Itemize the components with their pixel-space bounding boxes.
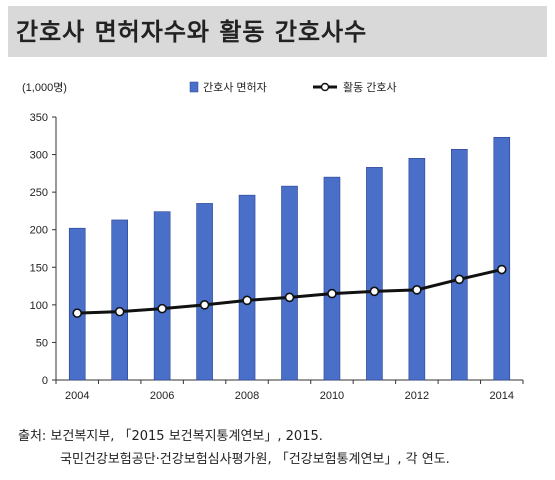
- bar-2011: [366, 167, 383, 381]
- point-2009: [284, 292, 295, 303]
- x-tick-label: 2004: [65, 390, 89, 402]
- bar-2005: [111, 219, 128, 381]
- bar-2008: [238, 194, 256, 381]
- legend-label-line: 활동 간호사: [343, 80, 397, 94]
- y-tick-label: 250: [30, 187, 48, 199]
- point-2004: [72, 308, 83, 318]
- point-2013: [454, 274, 465, 285]
- bar-2010: [323, 176, 341, 381]
- bar-2007: [196, 203, 213, 381]
- source-line-2: 국민건강보험공단·건강보험심사평가원, 「건강보험통계연보」, 각 연도.: [60, 452, 450, 467]
- y-tick-label: 350: [30, 112, 48, 124]
- x-tick-label: 2006: [150, 390, 174, 402]
- bar-2013: [451, 149, 468, 381]
- bar-2004: [68, 227, 86, 381]
- x-tick-label: 2010: [320, 390, 344, 402]
- legend-swatch-marker: [320, 82, 330, 92]
- y-tick-label: 0: [42, 375, 48, 387]
- y-tick-label: 300: [30, 150, 48, 162]
- point-2010: [327, 288, 337, 299]
- title-band: 간호사 면허자수와 활동 간호사수: [8, 6, 547, 57]
- y-tick-label: 50: [36, 337, 48, 349]
- point-2014: [496, 264, 507, 275]
- legend-swatch-bar: [189, 81, 199, 93]
- y-unit-label: (1,000명): [22, 81, 67, 94]
- y-tick-label: 200: [30, 225, 48, 237]
- bar-2014: [493, 136, 511, 381]
- y-tick-label: 150: [30, 262, 48, 274]
- x-tick-label: 2014: [490, 390, 514, 402]
- page-title: 간호사 면허자수와 활동 간호사수: [16, 18, 368, 46]
- y-tick-label: 100: [30, 300, 48, 312]
- x-tick-label: 2008: [235, 390, 259, 402]
- point-2012: [412, 285, 422, 295]
- bar-2006: [153, 211, 171, 381]
- point-2007: [199, 300, 210, 310]
- point-2011: [369, 286, 380, 297]
- point-2006: [157, 303, 167, 314]
- legend-label-bar: 간호사 면허자: [203, 81, 267, 94]
- bar-2012: [408, 158, 426, 381]
- source-line-1: 출처: 보건복지부, 「2015 보건복지통계연보」, 2015.: [18, 429, 323, 444]
- point-2005: [114, 306, 125, 317]
- bar-2009: [281, 185, 298, 381]
- point-2008: [242, 295, 252, 306]
- x-tick-label: 2012: [405, 390, 429, 402]
- chart: (1,000명) 0 50 100 150 200 250 300 350 2004 2006 200…: [22, 80, 524, 402]
